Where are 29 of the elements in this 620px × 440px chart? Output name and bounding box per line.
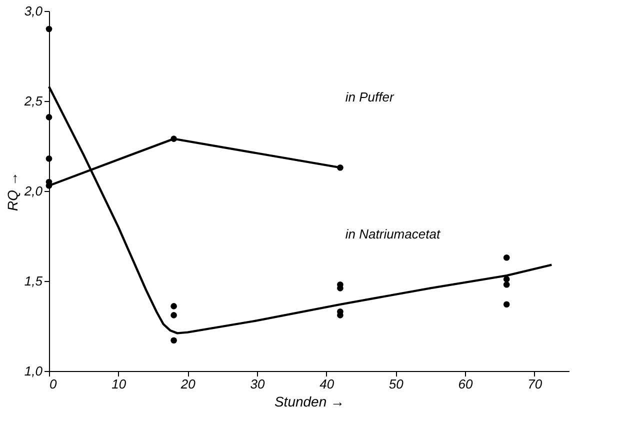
point [170,312,177,318]
point [46,114,52,120]
y-tick-label: 2,0 [23,184,44,198]
point [170,136,177,142]
annotation: in Puffer [345,90,394,105]
point [46,155,52,162]
point [503,281,510,288]
y-axis-title: RQ → [4,172,20,211]
x-tick-label: 70 [528,376,543,392]
point [503,301,510,308]
x-tick-label: 50 [388,376,404,392]
x-tick-label: 40 [320,376,335,392]
x-tick-label: 20 [180,376,196,392]
annotation: in Natriumacetat [345,226,442,242]
y-tick-label: 2,5 [23,94,44,108]
y-tick-label: 1,5 [24,274,44,288]
point [337,164,344,171]
point [503,276,510,282]
point [46,26,52,32]
point [503,254,510,261]
x-tick-label: 60 [458,376,474,392]
y-tick-label: 1,0 [24,364,44,378]
x-tick-label: 0 [50,376,58,392]
x-axis-title: Stunden → [274,394,345,410]
x-tick-label: 30 [250,376,266,392]
point [170,303,177,310]
y-tick-label: 3,0 [24,4,44,18]
point [170,337,177,344]
x-tick-label: 10 [112,376,127,392]
